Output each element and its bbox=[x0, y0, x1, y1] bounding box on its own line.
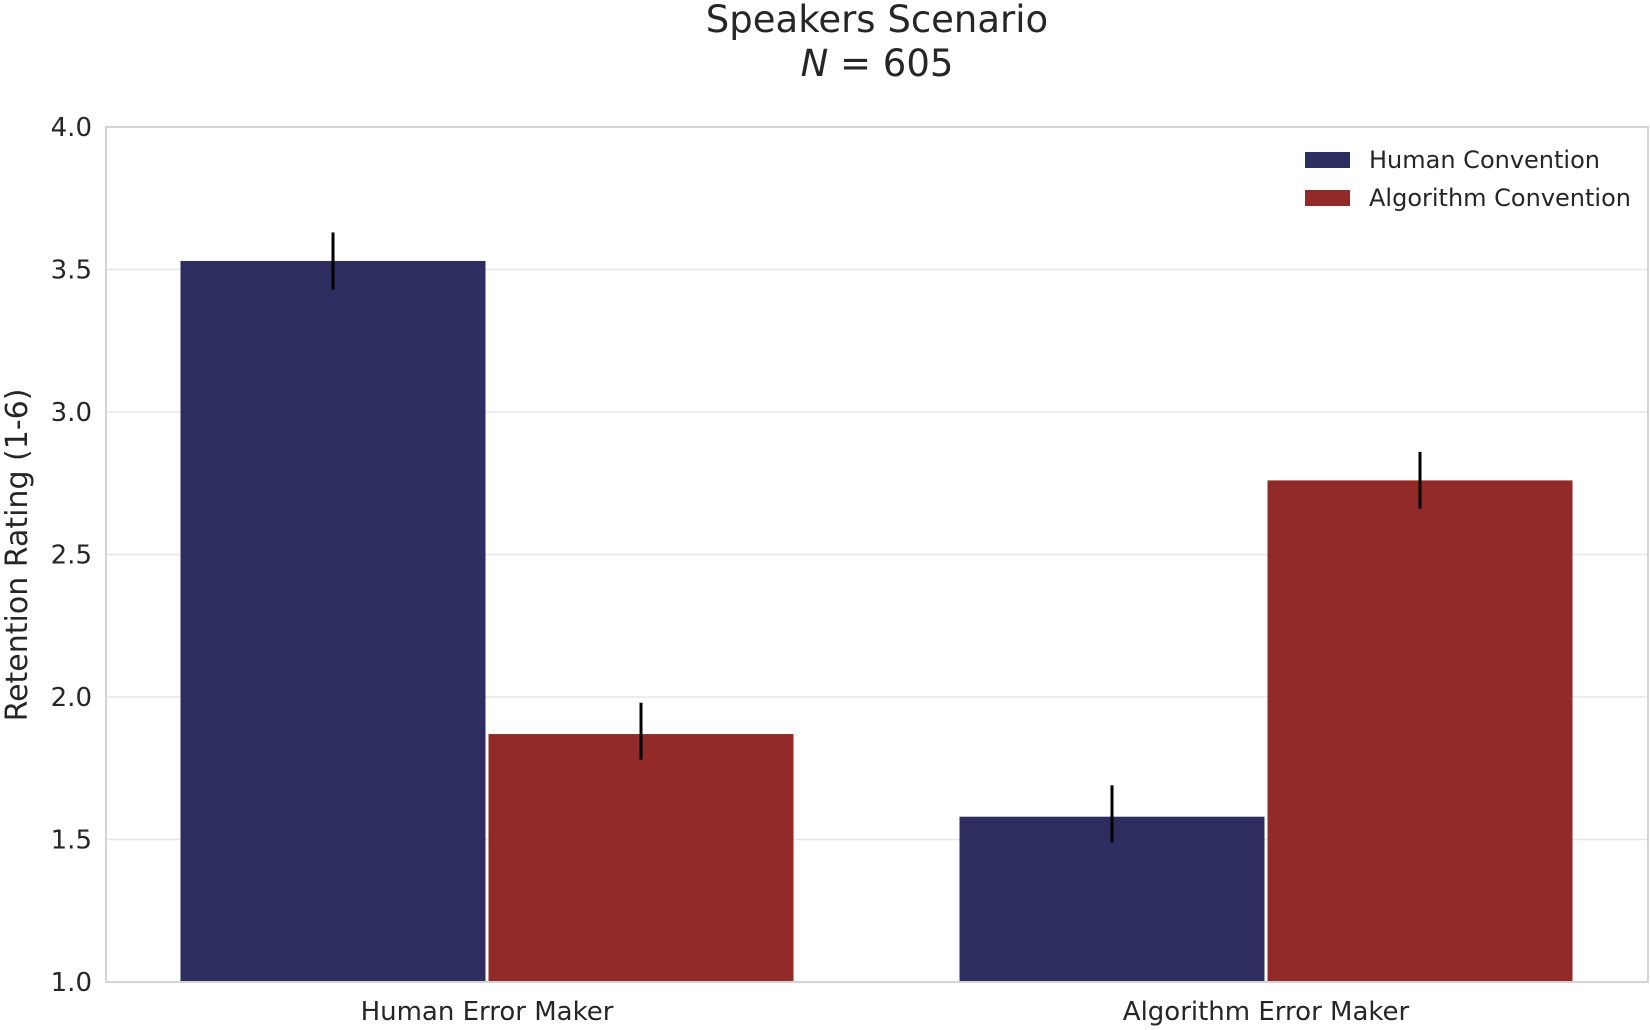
x-ticks: Human Error Maker Algorithm Error Maker bbox=[361, 997, 1410, 1027]
legend-label: Algorithm Convention bbox=[1369, 184, 1631, 212]
chart-subtitle: N = 605 bbox=[801, 42, 954, 85]
legend: Human Convention Algorithm Convention bbox=[1305, 146, 1631, 212]
y-tick-label: 4.0 bbox=[51, 113, 92, 143]
error-bars bbox=[331, 232, 1422, 843]
plot-frame bbox=[105, 126, 1649, 983]
x-tick-label: Human Error Maker bbox=[361, 997, 614, 1027]
bars bbox=[180, 260, 1573, 982]
y-tick-label: 1.0 bbox=[51, 968, 92, 998]
y-ticks: 1.0 1.5 2.0 2.5 3.0 3.5 4.0 bbox=[51, 113, 92, 998]
y-tick-label: 3.0 bbox=[51, 398, 92, 428]
y-tick-label: 1.5 bbox=[51, 826, 92, 856]
y-tick-label: 3.5 bbox=[51, 256, 92, 286]
subtitle-variable: N bbox=[801, 42, 829, 85]
bar-human-convention-algorithm-error-maker bbox=[959, 816, 1265, 982]
legend-label: Human Convention bbox=[1369, 146, 1600, 174]
legend-swatch bbox=[1305, 190, 1350, 206]
x-tick-label: Algorithm Error Maker bbox=[1123, 997, 1410, 1027]
y-tick-label: 2.0 bbox=[51, 683, 92, 713]
bar-algorithm-convention-human-error-maker bbox=[488, 734, 794, 982]
y-tick-label: 2.5 bbox=[51, 541, 92, 571]
subtitle-value: = 605 bbox=[828, 42, 953, 85]
bar-algorithm-convention-algorithm-error-maker bbox=[1267, 480, 1573, 982]
bar-human-convention-human-error-maker bbox=[180, 260, 486, 982]
legend-swatch bbox=[1305, 152, 1350, 168]
chart-title: Speakers Scenario bbox=[706, 0, 1048, 41]
y-axis-label: Retention Rating (1-6) bbox=[0, 389, 35, 722]
